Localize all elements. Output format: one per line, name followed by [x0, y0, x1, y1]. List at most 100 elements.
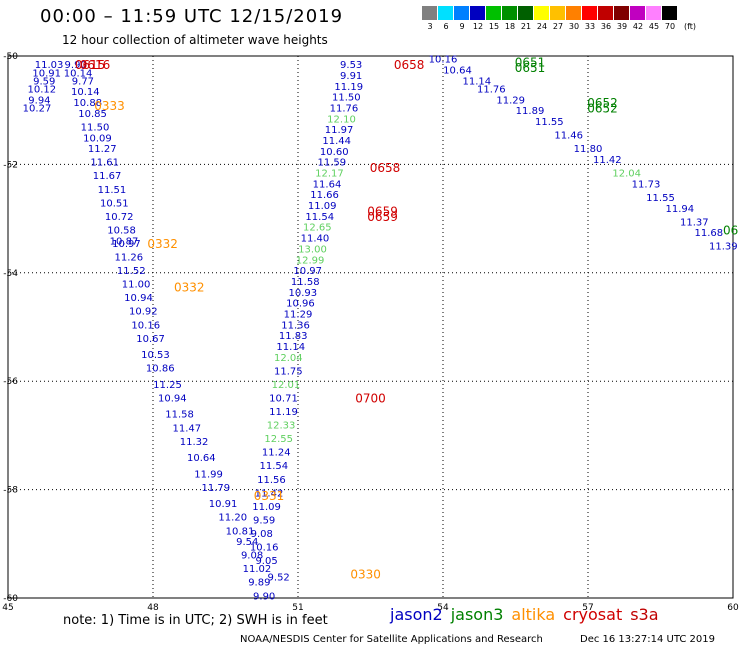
swh-value-track-b: 10.71 [269, 393, 298, 404]
swh-value-track-b: 11.76 [330, 103, 359, 114]
swh-value-track-b: 10.16 [250, 543, 279, 554]
legend-bin-label: 70 [664, 22, 676, 31]
legend-swatch [630, 6, 646, 20]
swh-value-track-b: 10.97 [293, 266, 322, 277]
swh-value-track-a: 9.54 [236, 537, 258, 548]
swh-value-track-a: 10.86 [146, 364, 175, 375]
x-tick-label: 48 [147, 603, 159, 613]
legend-bin-label: 9 [459, 22, 465, 31]
legend-bin-label: 30 [568, 22, 580, 31]
legend-units: (ft) [683, 22, 697, 31]
swh-value-track-b: 11.59 [318, 158, 347, 169]
swh-value-track-c: 11.46 [554, 131, 583, 142]
swh-value-track-a: 11.26 [115, 253, 144, 264]
pass-time-label: 0658 [394, 58, 425, 72]
swh-value-track-a: 11.00 [122, 280, 151, 291]
swh-value-track-b: 11.97 [325, 125, 354, 136]
legend-swatch [566, 6, 582, 20]
y-tick-label: -56 [3, 377, 18, 387]
swh-value-track-a: 11.61 [90, 158, 119, 169]
swh-value-track-b: 12.01 [272, 380, 301, 391]
swh-value-track-a: 11.99 [194, 469, 223, 480]
legend-swatch [486, 6, 502, 20]
y-tick-label: -52 [3, 160, 18, 170]
swh-value-track-a: 11.03 [35, 60, 64, 71]
swh-value-track-a: 10.27 [23, 103, 52, 114]
swh-value-track-b: 9.59 [253, 515, 275, 526]
legend-swatch [646, 6, 662, 20]
swh-value-track-c: 11.29 [496, 95, 525, 106]
swh-value-track-b: 11.09 [252, 502, 281, 513]
swh-value-track-b: 10.60 [320, 147, 349, 158]
swh-value-track-b: 11.75 [274, 366, 303, 377]
source-label: s3a [630, 605, 659, 624]
swh-value-track-b: 12.99 [296, 255, 325, 266]
swh-value-track-a: 9.77 [72, 76, 94, 87]
legend-bin-label: 24 [536, 22, 548, 31]
swh-value-track-a: 10.12 [28, 85, 57, 96]
swh-value-track-a: 11.79 [202, 483, 231, 494]
swh-value-track-b: 12.04 [274, 353, 303, 364]
swh-value-track-b: 13.00 [298, 244, 327, 255]
legend-bin-label: 27 [552, 22, 564, 31]
swh-value-track-b: 10.93 [289, 288, 318, 299]
pass-time-label: 0659 [367, 204, 398, 218]
pass-time-label: 0658 [370, 161, 401, 175]
swh-value-track-a: 9.59 [33, 76, 55, 87]
legend-bin-label: 21 [520, 22, 532, 31]
swh-value-track-a: 11.25 [153, 380, 182, 391]
swh-value-track-b: 9.52 [268, 572, 290, 583]
footer-credit: NOAA/NESDIS Center for Satellite Applica… [240, 634, 543, 645]
pass-time-label: 0330 [350, 568, 381, 582]
swh-value-track-c: 11.42 [593, 155, 622, 166]
chart-subtitle: 12 hour collection of altimeter wave hei… [62, 33, 328, 47]
swh-value-track-b: 11.42 [255, 488, 284, 499]
swh-value-track-a: 10.14 [64, 68, 93, 79]
swh-value-track-b: 11.19 [269, 407, 298, 418]
swh-value-track-a: 10.14 [71, 87, 100, 98]
pass-time-label: 0651 [515, 55, 546, 69]
swh-value-track-c: 11.73 [632, 179, 661, 190]
pass-time-label: 06 [723, 223, 738, 237]
footer-timestamp: Dec 16 13:27:14 UTC 2019 [580, 634, 715, 645]
source-label: jason3 [450, 605, 504, 624]
swh-value-track-b: 11.56 [257, 475, 286, 486]
legend-swatch [502, 6, 518, 20]
swh-value-track-c: 11.76 [477, 85, 506, 96]
swh-value-track-a: 11.27 [88, 144, 117, 155]
swh-value-track-c: 11.14 [463, 76, 492, 87]
source-legend: jason2 jason3 altika cryosat s3a [390, 605, 667, 624]
x-tick-label: 54 [437, 603, 449, 613]
swh-value-track-b: 11.36 [281, 320, 310, 331]
swh-value-track-c: 11.39 [709, 242, 738, 253]
swh-value-track-a: 10.94 [158, 393, 187, 404]
swh-value-track-a: 11.50 [81, 122, 110, 133]
swh-value-track-b: 9.05 [255, 556, 277, 567]
swh-value-track-b: 11.09 [308, 201, 337, 212]
swh-value-track-b: 12.17 [315, 169, 344, 180]
legend-labels: 3 6 9 12 15 18 21 24 27 30 33 36 39 42 45 70 (ft) [422, 22, 702, 31]
swh-value-track-a: 10.67 [136, 334, 165, 345]
swh-value-track-c: 11.80 [574, 144, 603, 155]
swh-value-track-a: 11.20 [218, 513, 247, 524]
swh-value-track-a: 10.92 [129, 307, 158, 318]
pass-time-label: 0652 [587, 96, 618, 110]
swh-value-track-b: 12.33 [267, 421, 296, 432]
legend-swatches [422, 6, 702, 20]
swh-value-track-b: 11.24 [262, 448, 291, 459]
swh-value-track-b: 11.19 [334, 82, 363, 93]
x-tick-label: 60 [727, 603, 739, 613]
legend-bin-label: 3 [427, 22, 433, 31]
legend-swatch [598, 6, 614, 20]
swh-value-track-c: 11.37 [680, 217, 709, 228]
swh-value-track-b: 11.83 [279, 331, 308, 342]
swh-value-track-a: 10.72 [105, 212, 134, 223]
swh-value-track-c: 11.68 [695, 228, 724, 239]
swh-value-track-c: 11.94 [666, 204, 695, 215]
pass-time-label: 0333 [94, 99, 125, 113]
swh-value-track-a: 9.94 [28, 95, 50, 106]
swh-value-track-b: 11.44 [322, 136, 351, 147]
swh-value-track-a: 9.08 [241, 551, 263, 562]
swh-value-track-a: 10.88 [73, 98, 102, 109]
swh-value-track-b: 12.10 [327, 114, 356, 125]
